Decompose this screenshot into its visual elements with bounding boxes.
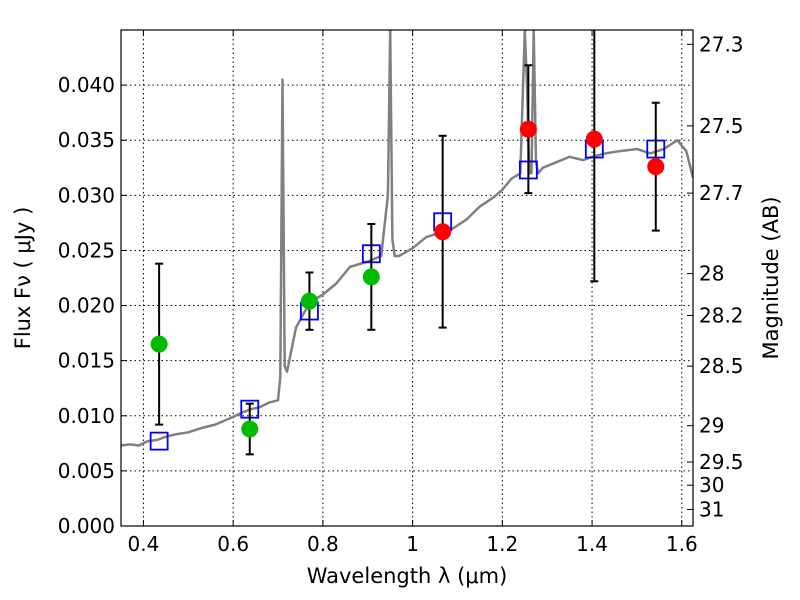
y2-tick-label: 27.3 [699,32,744,56]
flux-data-point [241,420,259,438]
x-axis-label: Wavelength λ (μm) [307,564,508,588]
y-tick-label: 0.030 [58,183,115,207]
plot-area [121,30,693,456]
x-tick-label: 1.2 [486,532,518,556]
y2-tick-label: 27.7 [699,181,744,205]
y2-tick-label: 28 [699,262,724,286]
x-tick-label: 1.6 [666,532,698,556]
y2-axis-label: Magnitude (AB) [759,196,783,359]
y-tick-label: 0.015 [58,349,115,373]
model-square-point [149,431,169,451]
x-tick-label: 0.8 [307,532,339,556]
y2-tick-label: 29 [699,414,724,438]
y-tick-label: 0.040 [58,73,115,97]
axes: 0.4 0.6 0.8 1 1.2 1.4 1.6 0.000 0.005 0.010 0.015 0… [58,30,744,556]
y-tick-label: 0.020 [58,294,115,318]
flux-data-point [300,292,318,310]
y-axis-label: Flux Fν ( μJy ) [11,207,35,350]
y2-tick-label: 27.5 [699,114,744,138]
y-tick-label: 0.035 [58,128,115,152]
spectrum-line [121,30,693,447]
x-tick-label: 0.4 [128,532,160,556]
x-tick-label: 1.4 [576,532,608,556]
flux-data-point [647,158,665,176]
y2-tick-label: 30 [699,473,724,497]
flux-data-point [434,223,452,241]
y-tick-label: 0.000 [58,514,115,538]
plot-frame [120,29,694,527]
grid [121,30,693,527]
x-tick-label: 1 [406,532,419,556]
flux-data-point [585,130,603,148]
y2-tick-label: 29.5 [699,450,744,474]
y-tick-label: 0.005 [58,459,115,483]
y2-tick-label: 28.2 [699,303,744,327]
y2-tick-label: 31 [699,497,724,521]
y-tick-label: 0.010 [58,404,115,428]
x-tick-label: 0.6 [217,532,249,556]
flux-data-point [362,268,380,286]
y-tick-label: 0.025 [58,238,115,262]
y2-tick-label: 28.5 [699,354,744,378]
flux-data-point [150,335,168,353]
flux-data-point [519,120,537,138]
